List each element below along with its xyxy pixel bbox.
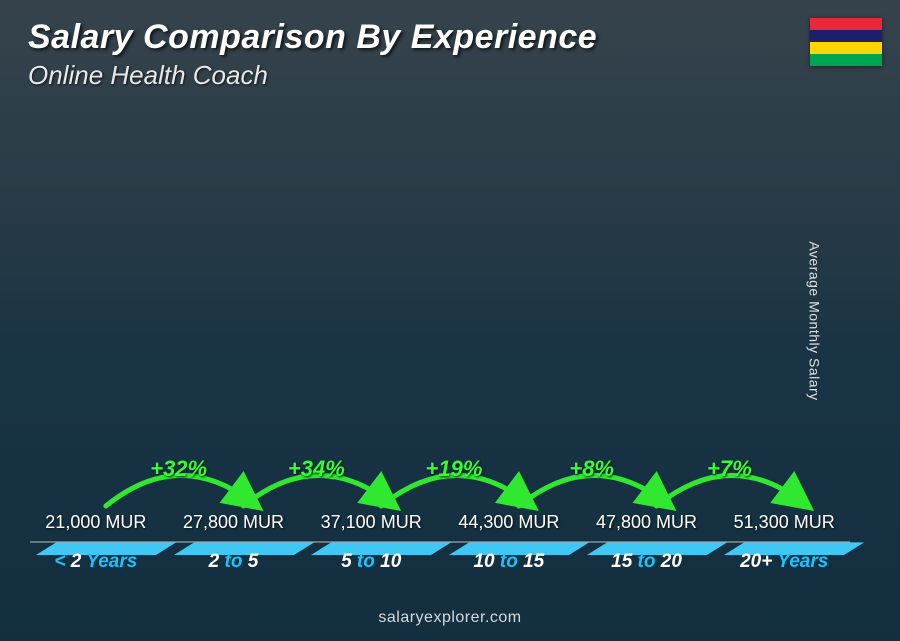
bar-value-label: 21,000 MUR <box>45 512 146 533</box>
x-label: 20+ Years <box>724 551 844 573</box>
percent-change-label: +8% <box>569 456 614 482</box>
flag-stripe <box>810 30 882 42</box>
bar-3: 44,300 MUR <box>449 512 569 541</box>
bar-side-face <box>293 531 309 541</box>
flag-stripe <box>810 42 882 54</box>
bar-value-label: 27,800 MUR <box>183 512 284 533</box>
bar-side-face <box>706 531 722 541</box>
chart-area: 21,000 MUR 27,800 MUR 37,100 MUR 44,300 MUR… <box>30 130 850 571</box>
bar-5: 51,300 MUR <box>724 512 844 541</box>
bar-1: 27,800 MUR <box>174 512 294 541</box>
flag-stripe <box>810 18 882 30</box>
x-label: 2 to 5 <box>174 551 294 573</box>
percent-change-label: +19% <box>426 456 483 482</box>
bar-side-face <box>431 531 447 541</box>
footer-credit: salaryexplorer.com <box>0 609 900 627</box>
flag-stripe <box>810 54 882 66</box>
bar-side-face <box>844 531 860 541</box>
bar-side-face <box>569 531 585 541</box>
bar-value-label: 37,100 MUR <box>321 512 422 533</box>
chart-title: Salary Comparison By Experience <box>28 18 597 57</box>
percent-change-label: +7% <box>707 456 752 482</box>
x-label: 5 to 10 <box>311 551 431 573</box>
bar-2: 37,100 MUR <box>311 512 431 541</box>
x-label: 15 to 20 <box>587 551 707 573</box>
percent-change-label: +32% <box>150 456 207 482</box>
country-flag-icon <box>810 18 882 66</box>
chart-stage: Salary Comparison By Experience Online H… <box>0 0 900 641</box>
bar-value-label: 51,300 MUR <box>734 512 835 533</box>
bar-0: 21,000 MUR <box>36 512 156 541</box>
chart-subtitle: Online Health Coach <box>28 60 268 91</box>
bar-side-face <box>156 531 172 541</box>
x-label: 10 to 15 <box>449 551 569 573</box>
percent-change-label: +34% <box>288 456 345 482</box>
x-axis-line <box>30 541 850 543</box>
x-labels-container: < 2 Years 2 to 5 5 to 10 10 to 15 15 to 20 20… <box>30 551 850 573</box>
x-label: < 2 Years <box>36 551 156 573</box>
bar-value-label: 44,300 MUR <box>458 512 559 533</box>
bar-value-label: 47,800 MUR <box>596 512 697 533</box>
bar-4: 47,800 MUR <box>587 512 707 541</box>
